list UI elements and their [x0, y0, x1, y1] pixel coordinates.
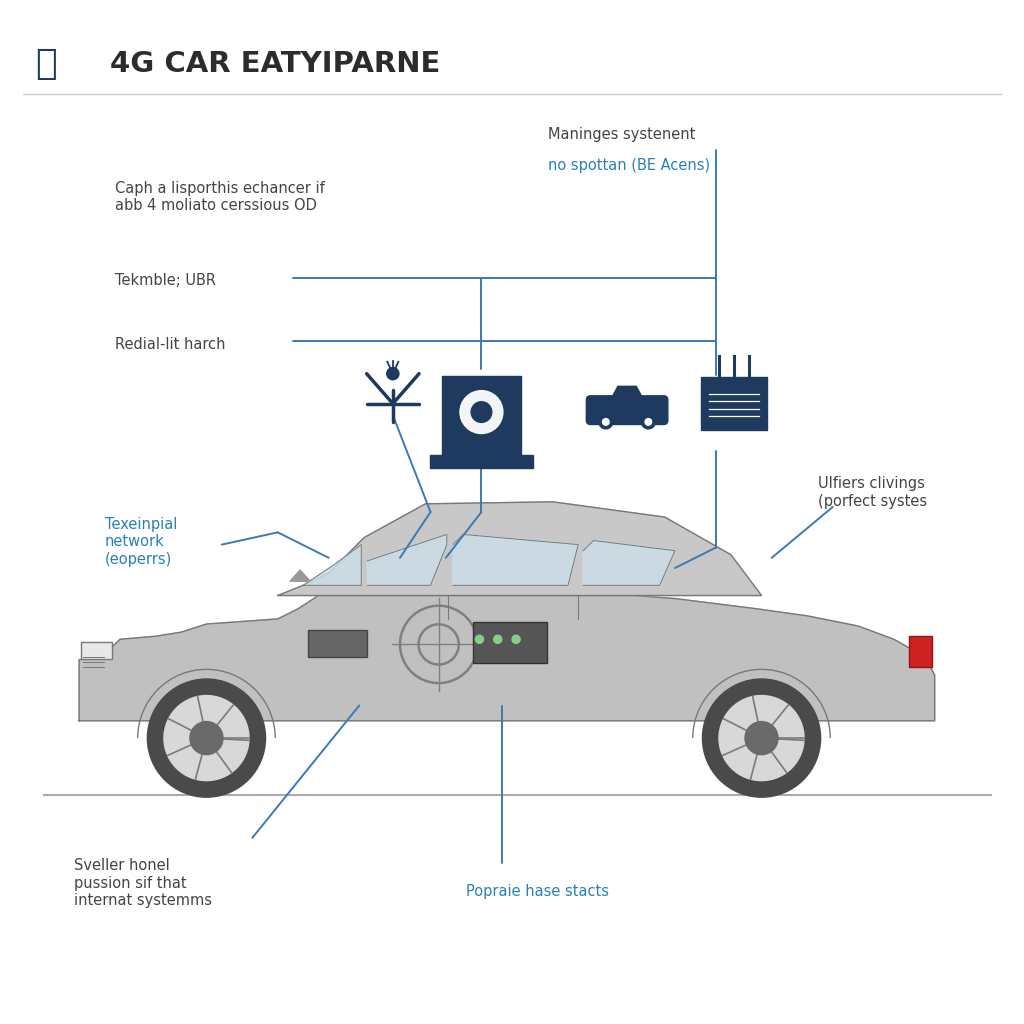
Circle shape [189, 722, 223, 755]
FancyBboxPatch shape [909, 636, 932, 667]
Circle shape [512, 635, 520, 643]
Circle shape [602, 419, 609, 425]
Text: Ulfiers clivings
(porfect systes: Ulfiers clivings (porfect systes [817, 476, 927, 509]
Polygon shape [368, 535, 446, 586]
Circle shape [702, 679, 820, 797]
FancyBboxPatch shape [308, 630, 368, 656]
Circle shape [719, 695, 804, 780]
Text: Caph a lisporthis echancer if
abb 4 moliato cerssious OD: Caph a lisporthis echancer if abb 4 moli… [115, 181, 325, 213]
Circle shape [471, 401, 492, 422]
FancyBboxPatch shape [473, 622, 547, 663]
Text: Redial-lit harch: Redial-lit harch [115, 337, 225, 352]
Polygon shape [290, 570, 310, 582]
Circle shape [460, 390, 503, 433]
FancyBboxPatch shape [430, 455, 534, 468]
Text: Tekmble; UBR: Tekmble; UBR [115, 272, 216, 288]
FancyBboxPatch shape [700, 377, 767, 429]
Circle shape [599, 415, 612, 429]
Polygon shape [278, 502, 762, 596]
Circle shape [745, 722, 778, 755]
Circle shape [147, 679, 265, 797]
FancyBboxPatch shape [81, 642, 112, 658]
Text: 👆: 👆 [35, 47, 56, 81]
Circle shape [645, 419, 651, 425]
Text: Sveller honel
pussion sif that
internat systemms: Sveller honel pussion sif that internat … [74, 858, 212, 908]
Text: 4G CAR EATYIPARNE: 4G CAR EATYIPARNE [110, 50, 440, 78]
Polygon shape [79, 596, 935, 721]
Text: Maninges systenent: Maninges systenent [548, 127, 695, 142]
Circle shape [164, 695, 249, 780]
Polygon shape [610, 386, 643, 400]
Polygon shape [584, 541, 675, 586]
Circle shape [387, 368, 399, 380]
Text: Texeinpial
network
(eoperrs): Texeinpial network (eoperrs) [104, 517, 177, 567]
Text: no spottan (BE Acens): no spottan (BE Acens) [548, 158, 710, 173]
FancyBboxPatch shape [441, 376, 521, 455]
FancyBboxPatch shape [587, 396, 668, 425]
Polygon shape [453, 535, 579, 586]
Circle shape [475, 635, 483, 643]
Circle shape [494, 635, 502, 643]
Polygon shape [303, 545, 361, 586]
Circle shape [641, 415, 655, 429]
Text: Popraie hase stacts: Popraie hase stacts [466, 884, 609, 899]
